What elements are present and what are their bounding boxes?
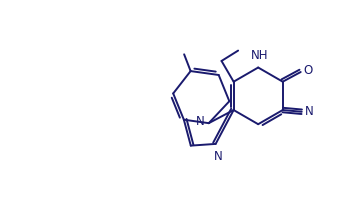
Text: N: N xyxy=(304,105,313,118)
Text: O: O xyxy=(304,64,313,77)
Text: N: N xyxy=(196,115,205,128)
Text: N: N xyxy=(214,150,223,163)
Text: NH: NH xyxy=(251,49,269,62)
